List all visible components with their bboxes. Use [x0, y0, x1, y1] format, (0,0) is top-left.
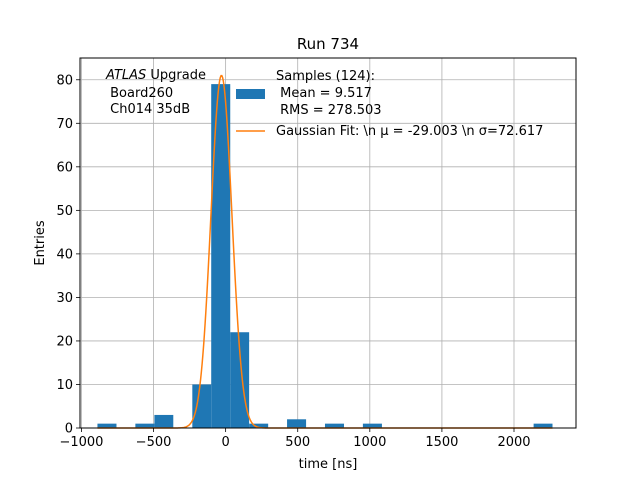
x-tick-label: 2000 [497, 435, 530, 450]
histogram-bar [362, 423, 382, 428]
y-tick-label: 70 [56, 117, 73, 132]
x-tick-label: 1000 [353, 435, 386, 450]
histogram-bar [533, 423, 553, 428]
histogram-bars [97, 84, 553, 428]
y-tick-label: 60 [56, 160, 73, 175]
annotation-line-2: Board260 [106, 86, 173, 101]
chart-title: Run 734 [297, 35, 359, 53]
y-tick-label: 40 [56, 247, 73, 262]
annotation-line-1: ATLAS Upgrade [105, 68, 206, 83]
y-axis-ticks: 0 10 20 30 40 50 60 70 80 [56, 73, 80, 437]
legend: Samples (124): Mean = 9.517 RMS = 278.50… [236, 69, 543, 139]
x-axis-ticks: −1000 −500 0 500 1000 1500 2000 [59, 428, 531, 450]
x-tick-label: 500 [285, 435, 310, 450]
histogram-bar [135, 423, 155, 428]
legend-fit-label: Gaussian Fit: \n μ = -29.003 \n σ=72.617 [276, 124, 543, 139]
annotation-atlas: ATLAS [105, 68, 146, 83]
histogram-bar [97, 423, 117, 428]
annotation-line-3: Ch014 35dB [106, 102, 190, 117]
legend-histogram-line-3: RMS = 278.503 [276, 103, 382, 118]
annotation-upgrade: Upgrade [146, 68, 206, 83]
x-tick-label: 1500 [425, 435, 458, 450]
y-tick-label: 30 [56, 291, 73, 306]
histogram-bar [287, 419, 307, 428]
atlas-annotation: ATLAS Upgrade Board260 Ch014 35dB [105, 68, 206, 117]
y-tick-label: 0 [65, 422, 73, 437]
y-tick-label: 80 [56, 73, 73, 88]
histogram-bar [154, 414, 174, 428]
legend-histogram-line-1: Samples (124): [276, 69, 375, 84]
legend-histogram-line-2: Mean = 9.517 [276, 86, 372, 101]
x-axis-label: time [ns] [299, 457, 358, 472]
y-tick-label: 10 [56, 378, 73, 393]
histogram-bar [192, 384, 212, 428]
x-tick-label: −1000 [59, 435, 103, 450]
histogram-bar [230, 332, 250, 428]
histogram-bar [211, 84, 231, 428]
x-tick-label: 0 [221, 435, 229, 450]
plot-frame [79, 57, 577, 429]
y-tick-label: 20 [56, 334, 73, 349]
histogram-bar [249, 423, 269, 428]
y-tick-label: 50 [56, 204, 73, 219]
x-tick-label: −500 [136, 435, 172, 450]
legend-histogram-swatch [236, 89, 265, 99]
histogram-bar [324, 423, 345, 428]
y-axis-label: Entries [33, 220, 48, 266]
